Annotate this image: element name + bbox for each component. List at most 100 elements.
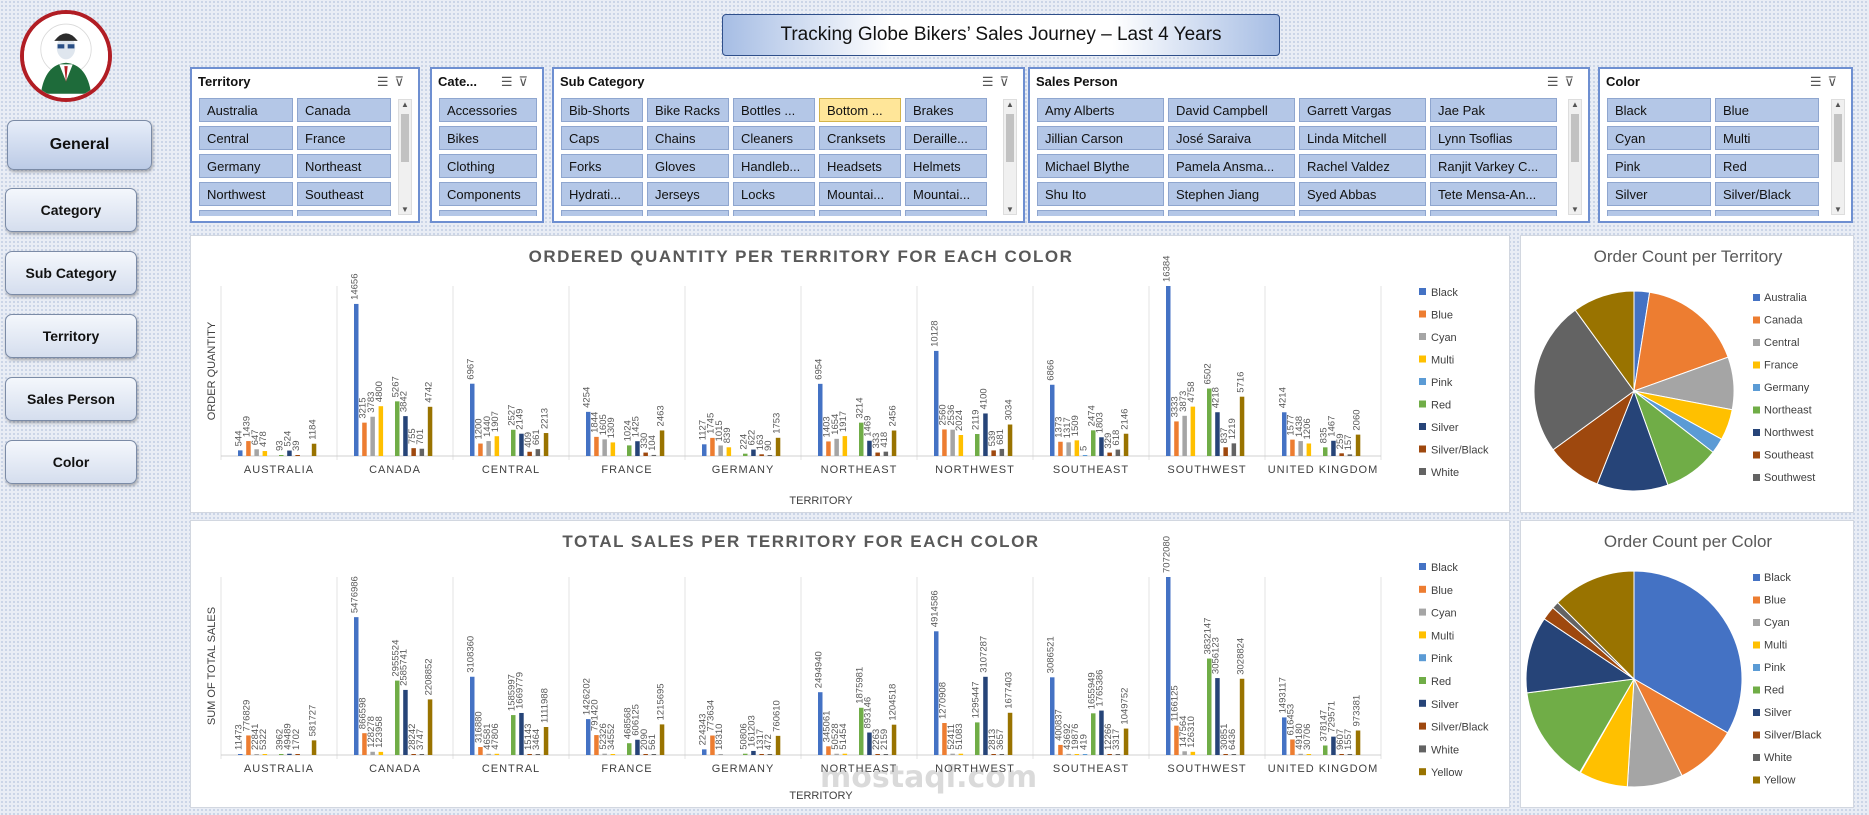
slicer-item[interactable]: Cleaners [733, 126, 815, 150]
nav-color-button[interactable]: Color [5, 440, 137, 484]
data-label: 5476986 [350, 576, 361, 613]
slicer-item-partial[interactable] [1430, 210, 1557, 216]
slicer-item[interactable]: Mountai... [819, 182, 901, 206]
slicer-item-partial[interactable] [297, 210, 391, 216]
slicer-item-partial[interactable] [905, 210, 987, 216]
slicer-item[interactable]: Jae Pak [1430, 98, 1557, 122]
slicer-item[interactable]: Pamela Ansma... [1168, 154, 1295, 178]
slicer-item[interactable]: Multi [1715, 126, 1819, 150]
slicer-item-partial[interactable] [819, 210, 901, 216]
slicer-item[interactable]: Northwest [199, 182, 293, 206]
slicer-item[interactable]: Bottles ... [733, 98, 815, 122]
slicer-item[interactable]: Deraille... [905, 126, 987, 150]
slicer-item[interactable]: Headsets [819, 154, 901, 178]
clear-filter-icon[interactable]: ⊽ [1564, 74, 1580, 89]
bar [1050, 677, 1055, 755]
slicer-item[interactable]: Accessories [439, 98, 537, 122]
x-tick-label: CANADA [369, 464, 421, 476]
slicer-item[interactable]: Silver [1607, 182, 1711, 206]
multi-select-icon[interactable]: ☰ [500, 74, 519, 89]
legend-swatch [1753, 451, 1760, 459]
slicer-item[interactable]: Mountai... [905, 182, 987, 206]
slicer-scrollbar[interactable]: ▲ ▼ [398, 99, 412, 215]
slicer-item[interactable]: Black [1607, 98, 1711, 122]
slicer-item[interactable]: Cyan [1607, 126, 1711, 150]
slicer-item[interactable]: Australia [199, 98, 293, 122]
slicer-item[interactable]: Forks [561, 154, 643, 178]
slicer-item[interactable]: Gloves [647, 154, 729, 178]
multi-select-icon[interactable]: ☰ [376, 74, 395, 89]
multi-select-icon[interactable]: ☰ [1809, 74, 1828, 89]
slicer-item[interactable]: Handleb... [733, 154, 815, 178]
slicer-item[interactable]: Germany [199, 154, 293, 178]
slicer-item[interactable]: Jillian Carson [1037, 126, 1164, 150]
slicer-item[interactable]: Linda Mitchell [1299, 126, 1426, 150]
slicer-item[interactable]: Amy Alberts [1037, 98, 1164, 122]
slicer-item[interactable]: Jerseys [647, 182, 729, 206]
slicer-item[interactable]: Pink [1607, 154, 1711, 178]
slicer-item[interactable]: Garrett Vargas [1299, 98, 1426, 122]
slicer-item[interactable]: Bottom ... [819, 98, 901, 122]
slicer-item-partial[interactable] [1607, 210, 1711, 216]
nav-general-button[interactable]: General [7, 120, 152, 170]
slicer-item-partial[interactable] [1168, 210, 1295, 216]
clear-filter-icon[interactable]: ⊽ [999, 74, 1015, 89]
slicer-item[interactable]: Syed Abbas [1299, 182, 1426, 206]
slicer-item[interactable]: Tete Mensa-An... [1430, 182, 1557, 206]
bar [610, 754, 616, 755]
slicer-item[interactable]: Stephen Jiang [1168, 182, 1295, 206]
slicer-item[interactable]: Ranjit Varkey C... [1430, 154, 1557, 178]
slicer-item-partial[interactable] [1037, 210, 1164, 216]
slicer-item[interactable]: Caps [561, 126, 643, 150]
slicer-item[interactable]: Bikes [439, 126, 537, 150]
nav-territory-button[interactable]: Territory [5, 314, 137, 358]
slicer-item[interactable]: Clothing [439, 154, 537, 178]
slicer-item-partial[interactable] [647, 210, 729, 216]
slicer-item-partial[interactable] [1299, 210, 1426, 216]
slicer-item[interactable]: Rachel Valdez [1299, 154, 1426, 178]
nav-category-button[interactable]: Category [5, 188, 137, 232]
slicer-item-partial[interactable] [439, 210, 537, 216]
clear-filter-icon[interactable]: ⊽ [1827, 74, 1843, 89]
data-label: 1605 [598, 414, 609, 435]
slicer-scrollbar[interactable]: ▲ ▼ [1003, 99, 1017, 215]
slicer-scrollbar[interactable]: ▲ ▼ [1568, 99, 1582, 215]
slicer-item[interactable]: David Campbell [1168, 98, 1295, 122]
slicer-item[interactable]: Canada [297, 98, 391, 122]
slicer-item-partial[interactable] [561, 210, 643, 216]
slicer-item[interactable]: Silver/Black [1715, 182, 1819, 206]
slicer-item[interactable]: Chains [647, 126, 729, 150]
slicer-item[interactable]: Lynn Tsoflias [1430, 126, 1557, 150]
slicer-item[interactable]: Helmets [905, 154, 987, 178]
slicer-item[interactable]: Bib-Shorts [561, 98, 643, 122]
clear-filter-icon[interactable]: ⊽ [394, 74, 410, 89]
multi-select-icon[interactable]: ☰ [981, 74, 1000, 89]
bar [403, 416, 408, 456]
slicer-item[interactable]: Brakes [905, 98, 987, 122]
slicer-scrollbar[interactable]: ▲ ▼ [1831, 99, 1845, 215]
slicer-item[interactable]: Central [199, 126, 293, 150]
slicer-item-partial[interactable] [1715, 210, 1819, 216]
slicer-item-partial[interactable] [733, 210, 815, 216]
slicer-item[interactable]: José Saraiva [1168, 126, 1295, 150]
nav-sub-category-button[interactable]: Sub Category [5, 251, 137, 295]
data-label: 1426202 [582, 678, 593, 715]
slicer-item[interactable]: Southeast [297, 182, 391, 206]
watermark-text: mostaql.com [820, 760, 1038, 795]
pie-slice [1633, 570, 1743, 734]
multi-select-icon[interactable]: ☰ [1546, 74, 1565, 89]
slicer-item[interactable]: Shu Ito [1037, 182, 1164, 206]
slicer-item[interactable]: Red [1715, 154, 1819, 178]
slicer-item[interactable]: Blue [1715, 98, 1819, 122]
nav-sales-person-button[interactable]: Sales Person [5, 377, 137, 421]
clear-filter-icon[interactable]: ⊽ [518, 74, 534, 89]
slicer-item-partial[interactable] [199, 210, 293, 216]
slicer-item[interactable]: Northeast [297, 154, 391, 178]
slicer-item[interactable]: France [297, 126, 391, 150]
slicer-item[interactable]: Components [439, 182, 537, 206]
slicer-item[interactable]: Bike Racks [647, 98, 729, 122]
slicer-item[interactable]: Michael Blythe [1037, 154, 1164, 178]
slicer-item[interactable]: Cranksets [819, 126, 901, 150]
slicer-item[interactable]: Hydrati... [561, 182, 643, 206]
slicer-item[interactable]: Locks [733, 182, 815, 206]
